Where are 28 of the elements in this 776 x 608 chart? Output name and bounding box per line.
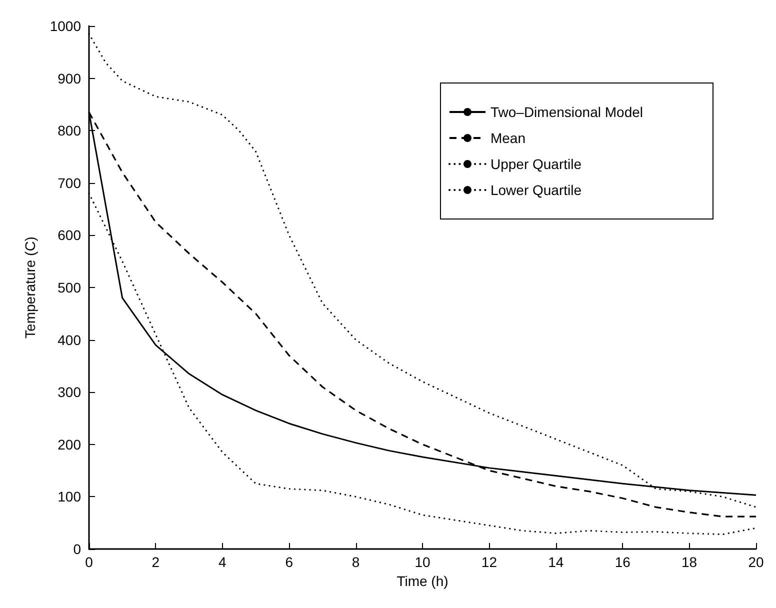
x-tick-label: 10 — [414, 554, 430, 570]
legend-label: Upper Quartile — [490, 156, 582, 172]
x-tick-label: 0 — [85, 554, 94, 570]
x-tick-label: 2 — [152, 554, 160, 570]
y-tick-label: 300 — [58, 384, 82, 400]
legend-label: Two–Dimensional Model — [490, 104, 644, 120]
y-tick-label: 1000 — [50, 18, 82, 34]
y-tick-label: 400 — [58, 332, 82, 348]
y-tick-label: 800 — [58, 122, 82, 139]
y-tick-label: 100 — [58, 488, 82, 505]
x-axis-title: Time (h) — [396, 572, 448, 589]
x-tick-label: 8 — [352, 554, 360, 570]
x-tick-label: 14 — [548, 554, 564, 570]
x-tick-label: 16 — [614, 554, 631, 570]
legend-label: Lower Quartile — [490, 182, 582, 198]
y-axis-title: Temperature (C) — [22, 236, 38, 338]
y-tick-label: 700 — [58, 174, 82, 191]
x-tick-label: 4 — [218, 554, 226, 570]
y-tick-label: 600 — [58, 227, 82, 244]
y-tick-label: 900 — [58, 70, 82, 86]
y-tick-label: 500 — [58, 280, 82, 296]
y-tick-label: 0 — [73, 541, 82, 557]
x-tick-label: 12 — [481, 554, 498, 570]
legend-label: Mean — [490, 130, 526, 146]
x-tick-label: 20 — [748, 554, 764, 570]
x-tick-label: 18 — [682, 554, 698, 570]
y-tick-label: 200 — [58, 436, 82, 452]
x-tick-label: 6 — [285, 554, 294, 570]
